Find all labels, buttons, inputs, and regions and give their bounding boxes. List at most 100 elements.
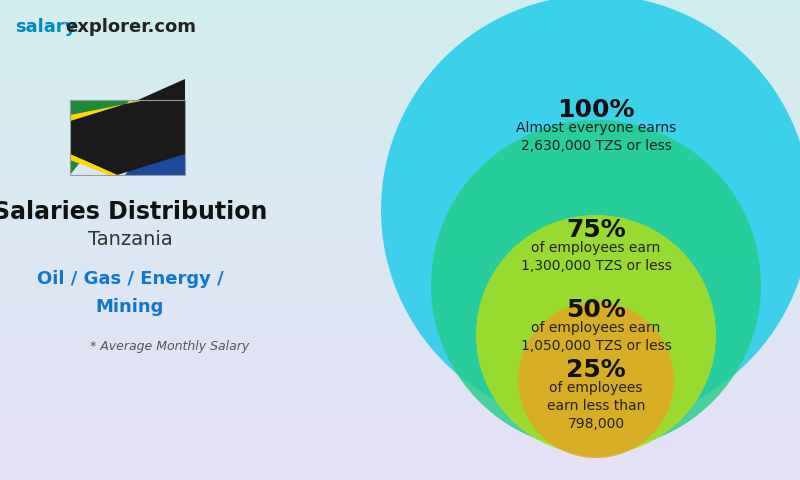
Bar [0, 334, 800, 336]
Bar [0, 204, 800, 206]
Bar [0, 228, 800, 230]
Bar [0, 53, 800, 55]
Bar [0, 19, 800, 22]
Bar [0, 360, 800, 362]
Bar [0, 478, 800, 480]
Bar [0, 214, 800, 216]
Bar [0, 358, 800, 360]
Bar [0, 154, 800, 156]
Text: 1,300,000 TZS or less: 1,300,000 TZS or less [521, 259, 671, 273]
Polygon shape [70, 79, 185, 175]
Bar [0, 175, 800, 178]
Bar [0, 22, 800, 24]
Bar [0, 168, 800, 170]
Bar [0, 367, 800, 370]
Bar [0, 120, 800, 122]
Bar [0, 307, 800, 310]
Bar [0, 209, 800, 211]
Bar [0, 34, 800, 36]
Bar [0, 348, 800, 350]
Bar [0, 422, 800, 425]
Bar [0, 350, 800, 353]
Bar [0, 425, 800, 427]
Bar [0, 305, 800, 307]
Bar [0, 259, 800, 262]
Bar [0, 329, 800, 331]
Bar [0, 158, 800, 161]
Bar [0, 317, 800, 319]
Bar [0, 343, 800, 346]
Bar [0, 192, 800, 194]
Bar [0, 197, 800, 199]
Bar [0, 230, 800, 233]
Bar [0, 103, 800, 106]
Bar [0, 353, 800, 355]
Bar [0, 410, 800, 413]
Bar [0, 240, 800, 242]
Bar [0, 456, 800, 458]
Text: 100%: 100% [558, 98, 634, 122]
Text: explorer.com: explorer.com [66, 18, 197, 36]
Polygon shape [70, 100, 130, 175]
Bar [0, 374, 800, 377]
Bar [0, 408, 800, 410]
Bar [0, 466, 800, 468]
Bar [0, 146, 800, 149]
Bar [0, 26, 800, 29]
Bar [0, 432, 800, 434]
Bar [0, 382, 800, 384]
Bar [0, 389, 800, 391]
Bar [0, 346, 800, 348]
Bar [0, 341, 800, 343]
Bar [0, 29, 800, 31]
Bar [0, 437, 800, 439]
Bar [0, 427, 800, 430]
Bar [0, 17, 800, 19]
Bar [0, 125, 800, 127]
Bar [0, 96, 800, 98]
Bar [0, 470, 800, 473]
Bar [0, 252, 800, 254]
Text: salary: salary [15, 18, 76, 36]
Circle shape [381, 0, 800, 425]
Bar [0, 463, 800, 466]
Text: Oil / Gas / Energy /: Oil / Gas / Energy / [37, 270, 223, 288]
Bar [0, 403, 800, 406]
Text: of employees: of employees [550, 381, 642, 395]
Bar [0, 139, 800, 142]
Bar [0, 235, 800, 238]
Bar [0, 458, 800, 461]
Bar [0, 202, 800, 204]
Text: 1,050,000 TZS or less: 1,050,000 TZS or less [521, 339, 671, 353]
Text: 798,000: 798,000 [567, 418, 625, 432]
Bar [0, 86, 800, 89]
Bar [0, 84, 800, 86]
Bar [0, 170, 800, 173]
Bar [0, 319, 800, 322]
Bar [0, 442, 800, 444]
Bar [0, 5, 800, 7]
Bar [0, 266, 800, 269]
Bar [0, 199, 800, 202]
Polygon shape [70, 154, 117, 175]
Bar [0, 391, 800, 394]
Bar [0, 70, 800, 72]
Bar [70, 100, 185, 175]
Text: Almost everyone earns: Almost everyone earns [516, 121, 676, 135]
Bar [0, 269, 800, 271]
Text: of employees earn: of employees earn [531, 321, 661, 335]
Bar [0, 12, 800, 14]
Bar [0, 72, 800, 74]
Circle shape [431, 120, 761, 450]
Bar [0, 290, 800, 293]
Text: 75%: 75% [566, 218, 626, 242]
Bar [0, 223, 800, 226]
Bar [0, 430, 800, 432]
Polygon shape [125, 100, 185, 175]
Text: Mining: Mining [96, 298, 164, 316]
Bar [0, 322, 800, 324]
Bar [0, 113, 800, 115]
Bar [0, 415, 800, 418]
Bar [0, 278, 800, 281]
Bar [0, 156, 800, 158]
